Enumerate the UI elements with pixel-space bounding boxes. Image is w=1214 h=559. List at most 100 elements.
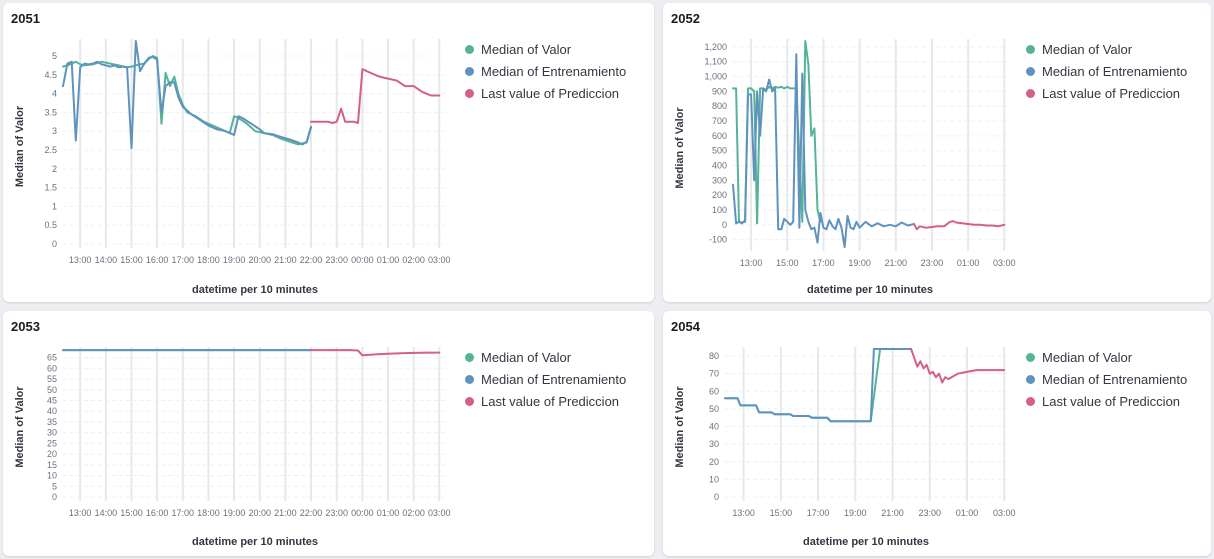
y-tick-label: 0 [52,239,57,249]
legend-label: Last value of Prediccion [1042,393,1181,409]
legend-item-entrenamiento[interactable]: Median of Entrenamiento [465,60,626,82]
series-line-prediccion [310,349,441,357]
panel-title: 2054 [671,319,700,334]
x-tick-label: 03:00 [993,508,1016,518]
legend-label: Median of Valor [481,349,572,365]
y-tick-label: 800 [712,101,727,111]
x-tick-label: 02:00 [402,255,425,265]
y-tick-label: -100 [709,235,727,245]
y-tick-label: 30 [47,428,57,438]
line-chart: -100 0 100 200 300 400 500 600 700 800 900 1,000 1,1… [674,39,1016,296]
x-tick-label: 19:00 [223,508,246,518]
legend-item-valor[interactable]: Median of Valor [465,346,626,368]
x-tick-label: 01:00 [377,255,400,265]
panel-title: 2051 [11,11,40,26]
legend-item-entrenamiento[interactable]: Median of Entrenamiento [465,368,626,390]
legend-item-entrenamiento[interactable]: Median of Entrenamiento [1026,368,1187,390]
legend-label: Median of Valor [481,41,572,57]
legend-item-entrenamiento[interactable]: Median of Entrenamiento [1026,60,1187,82]
legend-item-prediccion[interactable]: Last value of Prediccion [1026,390,1187,412]
legend-dot-icon [1026,44,1035,54]
y-tick-label: 50 [709,404,719,414]
x-tick-label: 19:00 [223,255,246,265]
legend-dot-icon [1026,374,1035,384]
legend-label: Median of Entrenamiento [1042,63,1188,79]
series-line-prediccion [310,68,441,124]
x-tick-label: 21:00 [274,508,297,518]
y-tick-label: 20 [709,457,719,467]
y-axis-title: Median of Valor [674,386,686,468]
legend-label: Last value of Prediccion [481,85,620,101]
y-tick-label: 40 [47,406,57,416]
x-tick-label: 17:00 [807,508,830,518]
y-axis-title: Median of Valor [674,107,686,189]
x-tick-label: 17:00 [172,255,195,265]
y-tick-label: 400 [712,160,727,170]
legend-item-valor[interactable]: Median of Valor [1026,38,1187,60]
y-tick-label: 0 [714,492,719,502]
chart-legend: Median of Valor Median of Entrenamiento … [465,38,626,104]
y-tick-label: 5 [52,51,57,61]
y-tick-label: 2.5 [44,145,57,155]
y-tick-label: 20 [47,449,57,459]
legend-dot-icon [465,396,474,406]
x-tick-label: 20:00 [248,508,271,518]
x-tick-label: 02:00 [402,508,425,518]
x-tick-label: 21:00 [881,508,904,518]
x-tick-label: 18:00 [197,255,220,265]
y-tick-label: 65 [47,353,57,363]
legend-label: Median of Valor [1042,41,1133,57]
legend-item-prediccion[interactable]: Last value of Prediccion [465,390,626,412]
legend-dot-icon [1026,88,1035,98]
y-tick-label: 1,200 [704,42,727,52]
y-tick-label: 10 [47,471,57,481]
panel-title: 2052 [671,11,700,26]
x-tick-label: 14:00 [95,508,118,518]
legend-item-prediccion[interactable]: Last value of Prediccion [1026,82,1187,104]
x-tick-label: 01:00 [956,508,979,518]
chart-legend: Median of Valor Median of Entrenamiento … [1026,38,1187,104]
y-tick-label: 15 [47,460,57,470]
legend-dot-icon [1026,352,1035,362]
y-tick-label: 25 [47,438,57,448]
y-tick-label: 0 [722,220,727,230]
x-tick-label: 23:00 [325,508,348,518]
legend-label: Median of Valor [1042,349,1133,365]
y-tick-label: 55 [47,374,57,384]
line-chart: 0 10 20 30 40 50 60 70 80 13:00 15:00 17:00 19:00 21:… [674,347,1016,548]
y-tick-label: 10 [709,474,719,484]
x-tick-label: 13:00 [69,255,92,265]
series-line-entrenamiento [732,53,915,248]
x-tick-label: 19:00 [844,508,867,518]
x-tick-label: 13:00 [740,258,763,268]
legend-label: Last value of Prediccion [1042,85,1181,101]
y-tick-label: 35 [47,417,57,427]
chart-panel-2054: 2054 0 10 20 30 40 50 60 70 80 13:00 15:00 17:00 19:… [663,311,1211,556]
y-tick-label: 60 [709,386,719,396]
x-tick-label: 20:00 [248,255,271,265]
legend-item-prediccion[interactable]: Last value of Prediccion [465,82,626,104]
legend-label: Median of Entrenamiento [481,371,627,387]
x-tick-label: 21:00 [274,255,297,265]
y-tick-label: 200 [712,190,727,200]
y-tick-label: 4.5 [44,70,57,80]
x-tick-label: 19:00 [848,258,871,268]
legend-item-valor[interactable]: Median of Valor [1026,346,1187,368]
x-tick-label: 17:00 [812,258,835,268]
legend-item-valor[interactable]: Median of Valor [465,38,626,60]
y-tick-label: 80 [709,351,719,361]
y-tick-label: 0.5 [44,220,57,230]
x-tick-label: 22:00 [300,255,323,265]
x-axis-title: datetime per 10 minutes [192,284,318,296]
x-tick-label: 22:00 [300,508,323,518]
y-tick-label: 30 [709,439,719,449]
chart-panel-2053: 2053 0 5 10 15 20 25 30 35 40 45 50 55 60 65 13:00 14:0… [3,311,654,556]
y-tick-label: 60 [47,363,57,373]
y-tick-label: 2 [52,164,57,174]
y-tick-label: 1,000 [704,72,727,82]
series-line-entrenamiento [62,40,312,150]
x-axis-title: datetime per 10 minutes [807,284,933,296]
series-line-entrenamiento [724,348,913,423]
x-tick-label: 13:00 [69,508,92,518]
